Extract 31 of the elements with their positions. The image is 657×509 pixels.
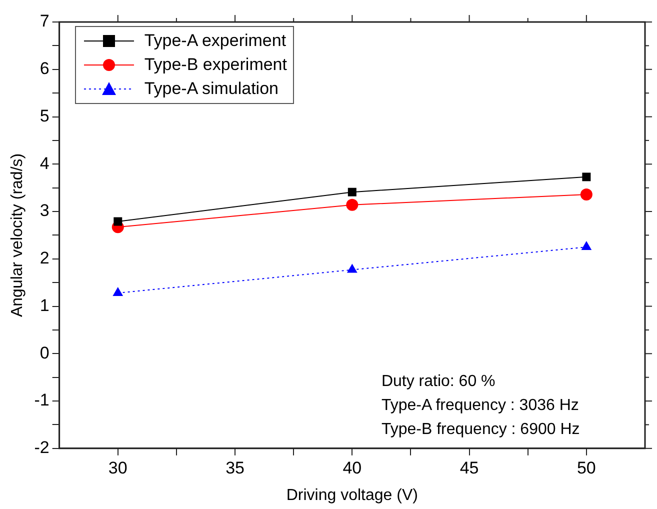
point xyxy=(348,188,356,196)
point xyxy=(581,241,592,250)
annotation: Type-A frequency : 3036 Hz xyxy=(381,396,580,416)
x-axis-title: Driving voltage (V) xyxy=(286,486,418,504)
annotation: Type-B frequency : 6900 Hz xyxy=(381,420,580,440)
x-tick-label: 35 xyxy=(226,458,244,478)
y-tick-label: 2 xyxy=(40,248,50,268)
y-tick-label: 5 xyxy=(40,106,50,126)
y-tick-label: 7 xyxy=(40,12,50,31)
y-tick-label: 6 xyxy=(40,59,50,78)
point xyxy=(582,172,591,182)
x-tick-label: 30 xyxy=(108,458,128,478)
point xyxy=(346,264,358,273)
y-tick-label: -1 xyxy=(34,390,50,410)
x-tick-label: 50 xyxy=(576,458,596,478)
point xyxy=(114,217,122,226)
y-tick-label: 4 xyxy=(40,154,50,173)
y-tick-label: -2 xyxy=(34,438,50,458)
legend-label: Type-B experiment xyxy=(144,55,287,75)
y-tick-label: 1 xyxy=(40,296,50,315)
y-axis-title: Angular velocity (rad/s) xyxy=(9,153,26,318)
y-tick-label: 0 xyxy=(40,343,50,362)
x-tick-label: 45 xyxy=(460,458,479,478)
point xyxy=(112,287,124,296)
annotation: Duty ratio: 60 % xyxy=(381,372,496,392)
y-tick-label: 3 xyxy=(40,201,50,220)
legend-label: Type-A experiment xyxy=(144,31,286,51)
point xyxy=(346,198,358,211)
x-tick-label: 40 xyxy=(342,458,362,478)
legend-label: Type-A simulation xyxy=(144,79,278,99)
point xyxy=(580,188,592,200)
